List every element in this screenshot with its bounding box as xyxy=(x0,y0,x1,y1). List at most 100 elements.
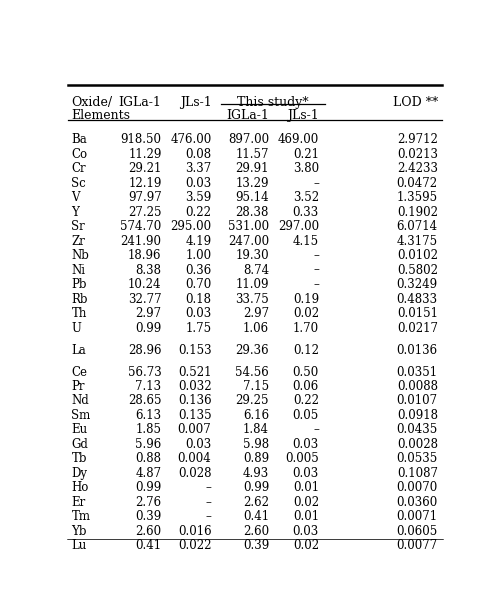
Text: 19.30: 19.30 xyxy=(236,249,269,262)
Text: 29.21: 29.21 xyxy=(128,162,161,175)
Text: 10.24: 10.24 xyxy=(128,278,161,291)
Text: Sr: Sr xyxy=(71,220,85,233)
Text: 0.1902: 0.1902 xyxy=(397,206,438,219)
Text: 2.76: 2.76 xyxy=(136,496,161,509)
Text: Tb: Tb xyxy=(71,452,87,466)
Text: 32.77: 32.77 xyxy=(128,293,161,305)
Text: 3.52: 3.52 xyxy=(293,191,319,204)
Text: 29.36: 29.36 xyxy=(236,344,269,356)
Text: 0.0151: 0.0151 xyxy=(397,307,438,320)
Text: 241.90: 241.90 xyxy=(121,235,161,248)
Text: 0.0136: 0.0136 xyxy=(396,344,438,356)
Text: 0.08: 0.08 xyxy=(185,148,211,161)
Text: 6.13: 6.13 xyxy=(136,409,161,422)
Text: 0.36: 0.36 xyxy=(185,263,211,277)
Text: 0.19: 0.19 xyxy=(293,293,319,305)
Text: 4.15: 4.15 xyxy=(293,235,319,248)
Text: 0.0102: 0.0102 xyxy=(397,249,438,262)
Text: Dy: Dy xyxy=(71,467,88,480)
Text: 11.57: 11.57 xyxy=(236,148,269,161)
Text: 0.02: 0.02 xyxy=(293,540,319,552)
Text: 28.65: 28.65 xyxy=(128,395,161,407)
Text: 0.016: 0.016 xyxy=(178,525,211,538)
Text: 476.00: 476.00 xyxy=(170,133,211,146)
Text: 11.09: 11.09 xyxy=(236,278,269,291)
Text: 3.80: 3.80 xyxy=(293,162,319,175)
Text: 0.88: 0.88 xyxy=(136,452,161,466)
Text: 0.22: 0.22 xyxy=(186,206,211,219)
Text: 18.96: 18.96 xyxy=(128,249,161,262)
Text: 0.03: 0.03 xyxy=(293,525,319,538)
Text: 56.73: 56.73 xyxy=(128,365,161,379)
Text: 0.39: 0.39 xyxy=(243,540,269,552)
Text: –: – xyxy=(205,481,211,495)
Text: 0.21: 0.21 xyxy=(293,148,319,161)
Text: 3.37: 3.37 xyxy=(185,162,211,175)
Text: 95.14: 95.14 xyxy=(236,191,269,204)
Text: 28.96: 28.96 xyxy=(128,344,161,356)
Text: 0.12: 0.12 xyxy=(293,344,319,356)
Text: 247.00: 247.00 xyxy=(228,235,269,248)
Text: 1.75: 1.75 xyxy=(185,322,211,334)
Text: Nb: Nb xyxy=(71,249,89,262)
Text: 0.18: 0.18 xyxy=(186,293,211,305)
Text: 12.19: 12.19 xyxy=(128,177,161,189)
Text: 8.38: 8.38 xyxy=(136,263,161,277)
Text: 0.0535: 0.0535 xyxy=(396,452,438,466)
Text: 0.03: 0.03 xyxy=(293,438,319,451)
Text: 0.01: 0.01 xyxy=(293,510,319,523)
Text: 33.75: 33.75 xyxy=(235,293,269,305)
Text: Cr: Cr xyxy=(71,162,86,175)
Text: 0.153: 0.153 xyxy=(178,344,211,356)
Text: 3.59: 3.59 xyxy=(185,191,211,204)
Text: 0.135: 0.135 xyxy=(178,409,211,422)
Text: 0.521: 0.521 xyxy=(178,365,211,379)
Text: 7.13: 7.13 xyxy=(136,380,161,393)
Text: 0.89: 0.89 xyxy=(243,452,269,466)
Text: 918.50: 918.50 xyxy=(121,133,161,146)
Text: 469.00: 469.00 xyxy=(278,133,319,146)
Text: 29.25: 29.25 xyxy=(236,395,269,407)
Text: Y: Y xyxy=(71,206,79,219)
Text: 0.41: 0.41 xyxy=(136,540,161,552)
Text: Ni: Ni xyxy=(71,263,86,277)
Text: 0.136: 0.136 xyxy=(178,395,211,407)
Text: –: – xyxy=(313,249,319,262)
Text: 0.0071: 0.0071 xyxy=(396,510,438,523)
Text: LOD **: LOD ** xyxy=(393,97,438,109)
Text: 295.00: 295.00 xyxy=(170,220,211,233)
Text: Rb: Rb xyxy=(71,293,88,305)
Text: 4.19: 4.19 xyxy=(185,235,211,248)
Text: Eu: Eu xyxy=(71,424,88,436)
Text: 0.99: 0.99 xyxy=(243,481,269,495)
Text: 2.60: 2.60 xyxy=(136,525,161,538)
Text: Zr: Zr xyxy=(71,235,85,248)
Text: 0.3249: 0.3249 xyxy=(396,278,438,291)
Text: –: – xyxy=(205,510,211,523)
Text: 97.97: 97.97 xyxy=(128,191,161,204)
Text: This study*: This study* xyxy=(237,97,309,109)
Text: Nd: Nd xyxy=(71,395,89,407)
Text: 0.02: 0.02 xyxy=(293,307,319,320)
Text: Oxide/: Oxide/ xyxy=(71,97,112,109)
Text: 0.03: 0.03 xyxy=(185,438,211,451)
Text: 8.74: 8.74 xyxy=(243,263,269,277)
Text: 0.0472: 0.0472 xyxy=(396,177,438,189)
Text: 1.70: 1.70 xyxy=(293,322,319,334)
Text: 0.02: 0.02 xyxy=(293,496,319,509)
Text: 0.028: 0.028 xyxy=(178,467,211,480)
Text: 0.5802: 0.5802 xyxy=(397,263,438,277)
Text: 0.0918: 0.0918 xyxy=(397,409,438,422)
Text: 0.0107: 0.0107 xyxy=(396,395,438,407)
Text: 5.96: 5.96 xyxy=(135,438,161,451)
Text: 0.022: 0.022 xyxy=(178,540,211,552)
Text: 0.70: 0.70 xyxy=(185,278,211,291)
Text: 0.39: 0.39 xyxy=(135,510,161,523)
Text: JLs-1: JLs-1 xyxy=(180,97,211,109)
Text: 27.25: 27.25 xyxy=(128,206,161,219)
Text: 0.0077: 0.0077 xyxy=(396,540,438,552)
Text: 2.62: 2.62 xyxy=(243,496,269,509)
Text: Pb: Pb xyxy=(71,278,87,291)
Text: 0.0360: 0.0360 xyxy=(396,496,438,509)
Text: Elements: Elements xyxy=(71,109,131,122)
